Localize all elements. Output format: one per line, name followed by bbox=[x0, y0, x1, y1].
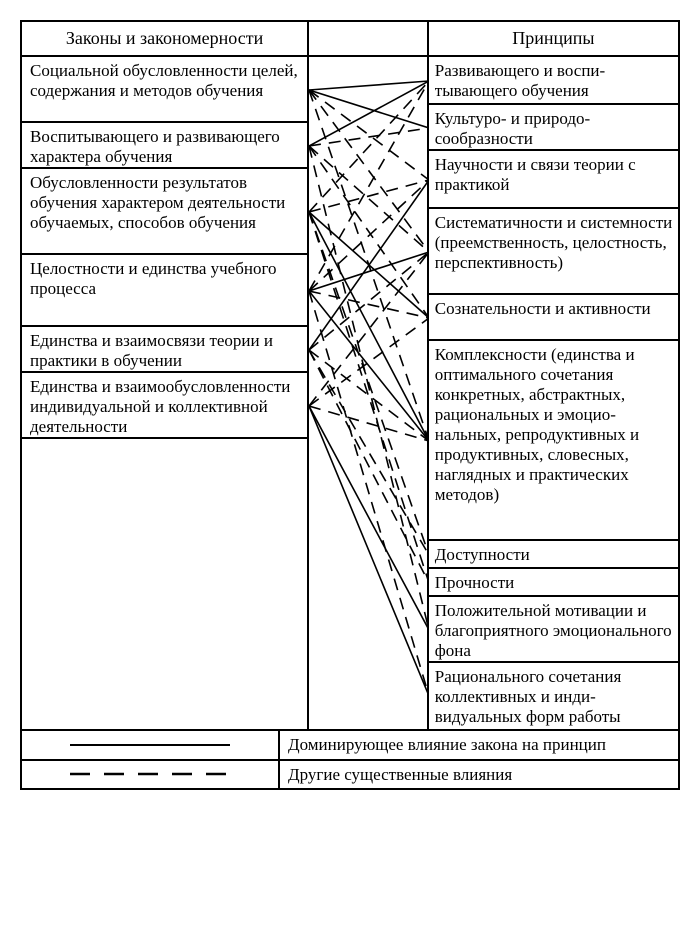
right-item: Положительной моти­вации и благоприятног… bbox=[429, 597, 678, 663]
legend-dashed-symbol bbox=[22, 761, 280, 789]
left-column: Социальной обусловленности целей, содерж… bbox=[22, 57, 309, 729]
left-item: Целостности и единства учебного процесса bbox=[22, 255, 307, 327]
right-item: Комплексности (един­ства и оптимального … bbox=[429, 341, 678, 541]
right-item: Прочности bbox=[429, 569, 678, 597]
connector-lines bbox=[309, 57, 429, 729]
right-item: Систематичности и сис­темности (преемств… bbox=[429, 209, 678, 295]
left-filler bbox=[22, 439, 307, 729]
legend-dashed-row: Другие существенные влияния bbox=[22, 759, 678, 789]
left-item: Единства и взаимосвязи теории и практики… bbox=[22, 327, 307, 373]
left-item: Обусловленности результатов обучения хар… bbox=[22, 169, 307, 255]
header-row: Законы и закономерности Принципы bbox=[22, 22, 678, 57]
header-mid bbox=[309, 22, 429, 55]
right-item: Развивающего и воспи­тывающего обучения bbox=[429, 57, 678, 105]
legend-solid-symbol bbox=[22, 731, 280, 759]
dashed-line-icon bbox=[60, 763, 240, 785]
right-item: Рационального сочетания коллективных и и… bbox=[429, 663, 678, 729]
right-item: Научности и связи теории с практикой bbox=[429, 151, 678, 209]
right-column: Развивающего и воспи­тывающего обученияК… bbox=[429, 57, 678, 729]
left-item: Единства и взаимообуслов­ленности индиви… bbox=[22, 373, 307, 439]
legend-solid-row: Доминирующее влияние закона на принцип bbox=[22, 729, 678, 759]
middle-column bbox=[309, 57, 429, 729]
left-item: Воспитывающего и развиваю­щего характера… bbox=[22, 123, 307, 169]
header-right: Принципы bbox=[429, 22, 678, 55]
left-item: Социальной обусловленности целей, содерж… bbox=[22, 57, 307, 123]
right-item: Доступности bbox=[429, 541, 678, 569]
body-columns: Социальной обусловленности целей, содерж… bbox=[22, 57, 678, 729]
legend-solid-text: Доминирующее влияние закона на принцип bbox=[280, 731, 678, 759]
solid-line-icon bbox=[60, 734, 240, 756]
header-left: Законы и закономерности bbox=[22, 22, 309, 55]
right-item: Культуро- и природо­сообразности bbox=[429, 105, 678, 151]
legend-dashed-text: Другие существенные влияния bbox=[280, 761, 678, 789]
right-item: Сознательности и активности bbox=[429, 295, 678, 341]
outer-frame: Законы и закономерности Принципы Социаль… bbox=[20, 20, 680, 790]
